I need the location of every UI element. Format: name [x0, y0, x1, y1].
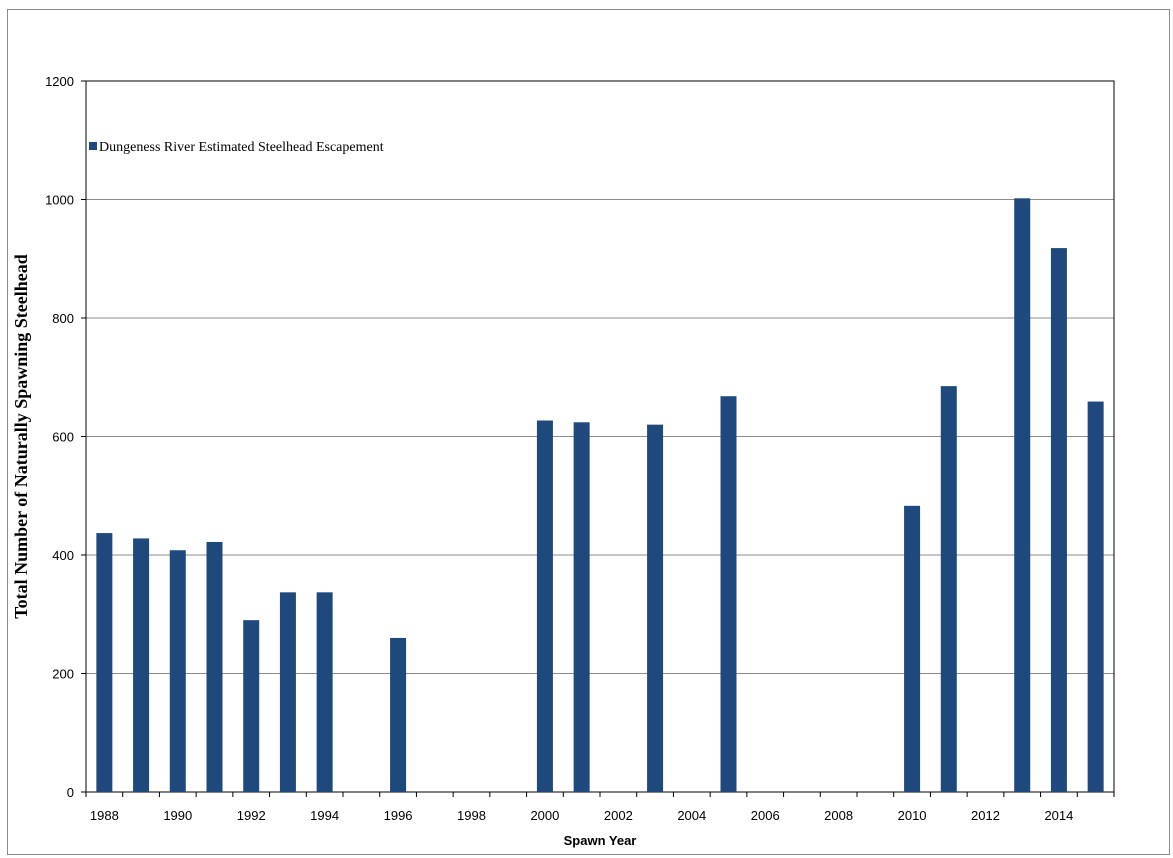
y-axis-label: Total Number of Naturally Spawning Steel…	[11, 254, 31, 619]
y-axis-ticks: 0 200 400 600 800 1000 1200	[45, 74, 86, 800]
x-axis-label: Spawn Year	[564, 833, 637, 848]
bar-1994	[316, 592, 333, 792]
x-tick-label: 2010	[898, 808, 927, 823]
x-tick-label: 2002	[604, 808, 633, 823]
x-tick-label: 2006	[751, 808, 780, 823]
y-tick-label: 1200	[45, 74, 74, 89]
bar-2014	[1050, 248, 1067, 792]
x-tick-label: 1996	[384, 808, 413, 823]
bar-1988	[96, 533, 113, 792]
bar-2005	[720, 396, 737, 792]
x-tick-label: 1988	[90, 808, 119, 823]
y-tick-label: 400	[52, 548, 74, 563]
y-tick-label: 200	[52, 667, 74, 682]
x-tick-label: 1994	[310, 808, 339, 823]
y-tick-label: 600	[52, 430, 74, 445]
x-tick-label: 2004	[677, 808, 706, 823]
bar-2015	[1087, 401, 1104, 792]
legend-swatch	[89, 142, 97, 150]
x-tick-label: 1992	[237, 808, 266, 823]
x-tick-label: 2014	[1044, 808, 1073, 823]
bar-1991	[206, 541, 223, 792]
x-tick-label: 2012	[971, 808, 1000, 823]
bar-2011	[940, 386, 957, 792]
bar-2001	[573, 422, 590, 792]
bars	[96, 198, 1104, 792]
bar-1996	[390, 637, 407, 792]
legend-label: Dungeness River Estimated Steelhead Esca…	[99, 140, 384, 155]
y-tick-label: 800	[52, 311, 74, 326]
bar-1992	[243, 620, 260, 792]
gridlines	[86, 199, 1114, 674]
x-tick-label: 1990	[163, 808, 192, 823]
bar-2003	[647, 424, 664, 792]
bar-1989	[133, 538, 150, 792]
bar-2010	[904, 505, 921, 792]
bar-1993	[279, 592, 296, 792]
x-tick-label: 1998	[457, 808, 486, 823]
x-axis-ticks: 1988 1990 1992 1994 1996 1998 2000 2002 2004 2006…	[85, 792, 1115, 823]
x-tick-label: 2000	[530, 808, 559, 823]
legend: Dungeness River Estimated Steelhead Esca…	[89, 140, 384, 155]
bar-1990	[169, 550, 186, 792]
bar-2013	[1014, 198, 1031, 792]
x-tick-label: 2008	[824, 808, 853, 823]
bar-2000	[536, 420, 553, 792]
y-tick-label: 0	[67, 785, 74, 800]
y-tick-label: 1000	[45, 193, 74, 208]
